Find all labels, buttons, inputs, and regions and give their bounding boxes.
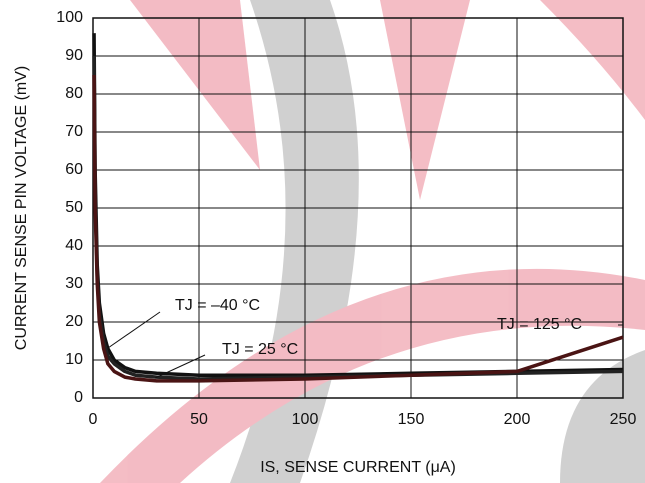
leader-line bbox=[154, 354, 206, 379]
plot-frame bbox=[92, 17, 624, 399]
y-tick-label: 80 bbox=[65, 85, 83, 102]
y-tick-label: 40 bbox=[65, 237, 83, 254]
x-tick-label: 150 bbox=[398, 411, 425, 428]
watermark bbox=[100, 0, 645, 483]
series-line bbox=[92, 74, 624, 383]
x-axis-title: IS, SENSE CURRENT (μA) bbox=[260, 459, 456, 476]
leader-line bbox=[107, 311, 161, 349]
x-tick-label: 200 bbox=[504, 411, 531, 428]
x-tick-label: 0 bbox=[89, 411, 98, 428]
x-tick-label: 250 bbox=[610, 411, 637, 428]
y-tick-label: 50 bbox=[65, 199, 83, 216]
y-tick-label: 20 bbox=[65, 313, 83, 330]
y-tick-label: 60 bbox=[65, 161, 83, 178]
y-axis-title: CURRENT SENSE PIN VOLTAGE (mV) bbox=[13, 66, 30, 350]
y-tick-label: 10 bbox=[65, 351, 83, 368]
series-label: TJ = 125 °C bbox=[497, 316, 582, 333]
y-tick-label: 30 bbox=[65, 275, 83, 292]
y-tick-label: 100 bbox=[56, 9, 83, 26]
y-tick-label: 70 bbox=[65, 123, 83, 140]
series-label: TJ = –40 °C bbox=[175, 297, 260, 314]
series-label: TJ = 25 °C bbox=[222, 341, 298, 358]
y-tick-label: 0 bbox=[74, 389, 83, 406]
x-tick-label: 50 bbox=[190, 411, 208, 428]
x-tick-label: 100 bbox=[292, 411, 319, 428]
y-tick-label: 90 bbox=[65, 47, 83, 64]
